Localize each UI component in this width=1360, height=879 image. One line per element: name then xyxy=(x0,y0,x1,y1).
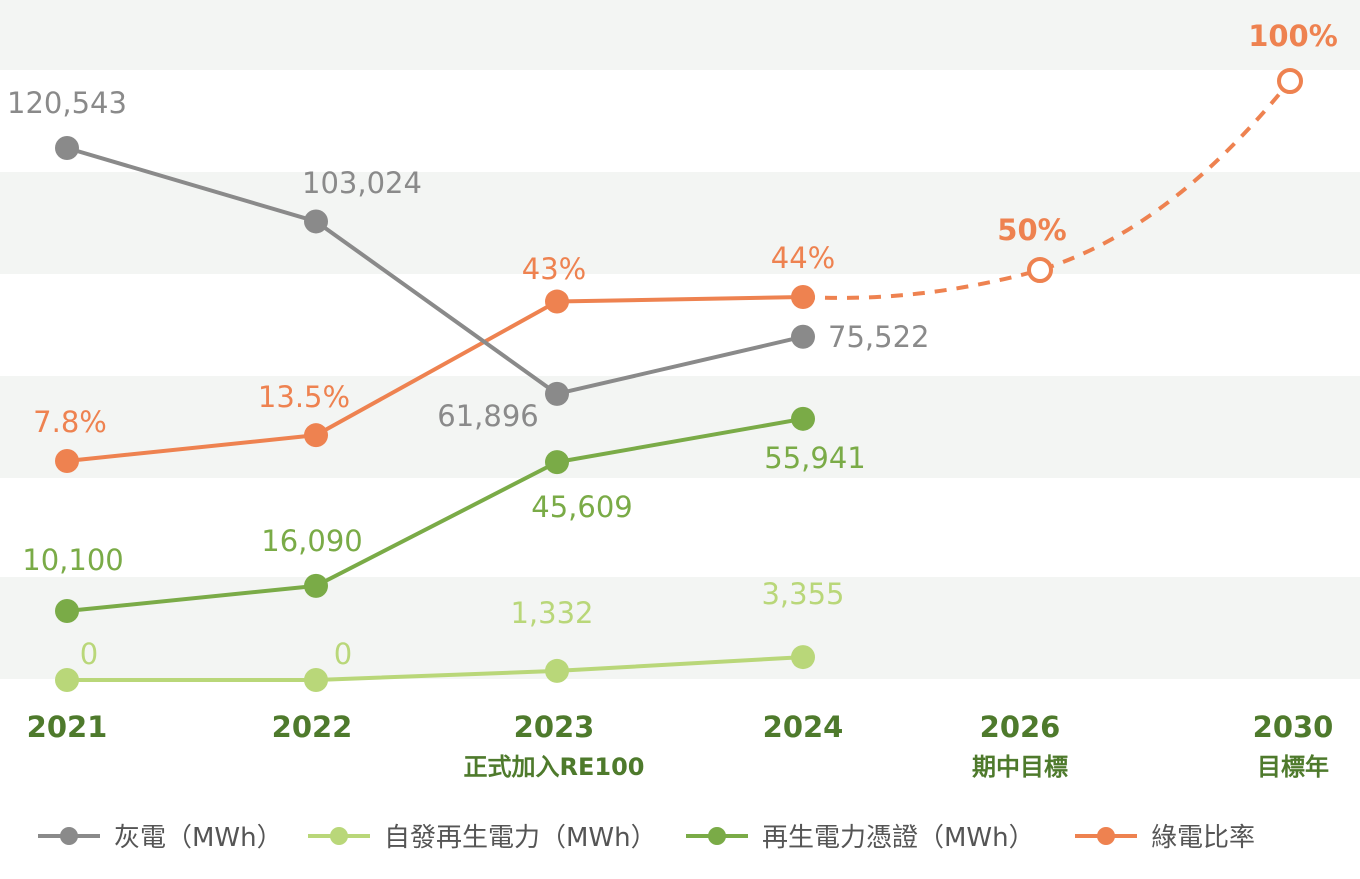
legend-label-self: 自發再生電力（MWh） xyxy=(384,823,657,853)
target-point-1 xyxy=(1277,68,1303,94)
point-self-1 xyxy=(304,668,328,692)
legend-marker-rec xyxy=(708,827,726,845)
data-label-ratio-0: 7.8% xyxy=(33,405,107,439)
legend-label-ratio: 綠電比率 xyxy=(1151,823,1255,853)
point-rec-1 xyxy=(304,573,328,598)
data-label-self-1: 0 xyxy=(334,637,352,671)
background-bands xyxy=(0,0,1360,679)
target-label-1: 100% xyxy=(1248,19,1338,53)
point-self-0 xyxy=(55,668,79,692)
point-self-2 xyxy=(545,658,569,683)
legend-marker-ratio xyxy=(1097,827,1115,845)
x-tick-label-2021: 2021 xyxy=(27,710,108,744)
legend-marker-self xyxy=(330,827,348,845)
data-label-ratio-1: 13.5% xyxy=(258,380,350,414)
point-ratio-3 xyxy=(791,285,815,309)
grid-band xyxy=(0,376,1360,478)
point-grey-0 xyxy=(55,136,79,160)
point-ratio-0 xyxy=(55,449,79,473)
series-points xyxy=(55,68,1303,692)
x-tick-label-2030: 2030 xyxy=(1253,710,1334,744)
data-label-grey-2: 61,896 xyxy=(437,399,538,433)
data-label-self-2: 1,332 xyxy=(510,596,593,630)
data-label-self-3: 3,355 xyxy=(761,577,844,611)
point-ratio-2 xyxy=(545,289,569,314)
data-label-self-0: 0 xyxy=(80,637,98,671)
legend: 灰電（MWh） 自發再生電力（MWh） 再生電力憑證（MWh） 綠電比率 xyxy=(38,823,1255,853)
data-labels: 0 0 1,332 3,355 10,100 16,090 45,609 55,941 7.8%… xyxy=(7,19,1338,671)
x-tick-sublabel-2026: 期中目標 xyxy=(972,753,1068,781)
point-rec-3 xyxy=(791,406,815,431)
target-point-0 xyxy=(1027,257,1053,283)
point-grey-3 xyxy=(791,324,815,349)
data-label-rec-1: 16,090 xyxy=(261,524,362,558)
data-label-grey-1: 103,024 xyxy=(302,166,422,200)
x-tick-label-2024: 2024 xyxy=(763,710,844,744)
series-lines xyxy=(66,79,1292,682)
legend-label-grey: 灰電（MWh） xyxy=(114,823,283,853)
point-rec-0 xyxy=(55,599,79,623)
series-line-rec xyxy=(66,416,804,613)
series-line-grey xyxy=(66,146,804,396)
target-label-0: 50% xyxy=(997,213,1066,247)
legend-label-rec: 再生電力憑證（MWh） xyxy=(762,823,1035,853)
x-tick-label-2026: 2026 xyxy=(980,710,1061,744)
data-label-rec-2: 45,609 xyxy=(531,490,632,524)
legend-marker-grey xyxy=(60,827,78,845)
series-projection-ratio xyxy=(802,79,1292,300)
x-tick-label-2023: 2023 xyxy=(514,710,595,744)
grid-band xyxy=(0,0,1360,70)
x-axis: 2021 2022 2023 正式加入RE100 2024 2026 期中目標 2030 目標年 xyxy=(27,710,1334,781)
grid-band xyxy=(0,172,1360,274)
data-label-grey-0: 120,543 xyxy=(7,86,127,120)
data-label-rec-0: 10,100 xyxy=(22,543,123,577)
x-tick-sublabel-2030: 目標年 xyxy=(1257,753,1329,781)
point-grey-1 xyxy=(304,209,328,234)
series-line-self xyxy=(67,655,804,682)
data-label-ratio-2: 43% xyxy=(522,252,586,286)
x-tick-sublabel-2023: 正式加入RE100 xyxy=(464,753,645,781)
point-ratio-1 xyxy=(304,423,328,448)
x-tick-label-2022: 2022 xyxy=(272,710,353,744)
series-line-ratio xyxy=(66,295,804,463)
point-grey-2 xyxy=(545,381,569,406)
data-label-rec-3: 55,941 xyxy=(764,441,865,475)
data-label-grey-3: 75,522 xyxy=(828,320,929,354)
data-label-ratio-3: 44% xyxy=(771,241,835,275)
point-self-3 xyxy=(791,645,815,670)
point-rec-2 xyxy=(545,450,569,475)
